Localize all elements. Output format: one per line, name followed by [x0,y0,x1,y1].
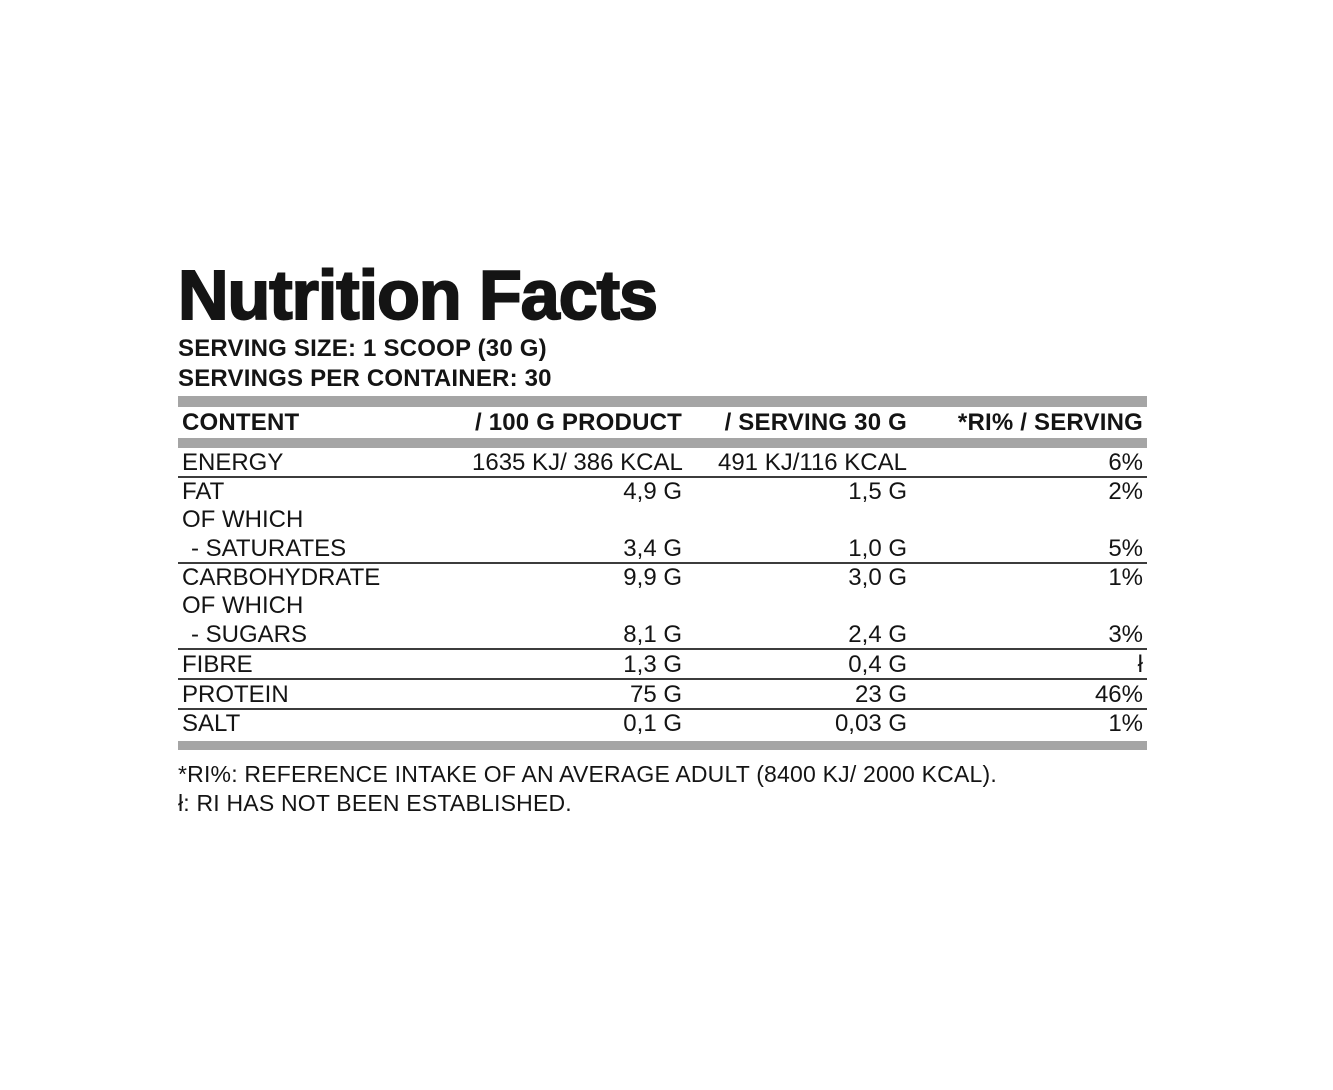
row-nutrient-name: CARBOHYDRATE [182,564,381,591]
row-per-100g-value: 1635 KJ/ 386 KCAL [472,448,683,476]
row-per-100g-value: 75 G [629,680,682,708]
row-nutrient-name: OF WHICH [182,506,304,533]
row-nutrient-name: FIBRE [182,650,253,678]
row-per-100g-value: 0,1 G [623,710,682,737]
row-per-serving-value: 0,03 G [834,710,907,737]
table-body: ENERGY 1635 KJ/ 386 KCAL 491 KJ/116 KCAL… [178,448,1147,738]
servings-per-container-line: SERVINGS PER CONTAINER: 30 [178,365,552,392]
table-header-row: CONTENT / 100 G PRODUCT / SERVING 30 G *… [178,407,1147,438]
row-ri-serving-value: 3% [1108,620,1143,648]
row-per-serving-value: 3,0 G [848,564,907,591]
serving-size-line: SERVING SIZE: 1 SCOOP (30 G) [178,335,547,362]
footnote-ri-not-established: ł: RI HAS NOT BEEN ESTABLISHED. [178,790,572,816]
row-per-serving-value: 2,4 G [848,620,907,648]
table-row: ENERGY 1635 KJ/ 386 KCAL 491 KJ/116 KCAL… [178,448,1147,478]
row-ri-serving-value: 1% [1108,564,1143,591]
row-per-serving-value: 1,0 G [848,534,907,562]
page-title: Nutrition Facts [177,256,659,334]
row-nutrient-name: PROTEIN [182,680,289,708]
table-row: - SUGARS 8,1 G 2,4 G 3% [178,620,1147,650]
table-row: PROTEIN 75 G 23 G 46% [178,680,1147,710]
footnote-ri-definition: *RI%: REFERENCE INTAKE OF AN AVERAGE ADU… [178,761,997,787]
row-nutrient-name: - SUGARS [191,620,308,648]
row-ri-serving-value: 2% [1108,478,1143,505]
column-header-ri-serving: *RI% / SERVING [957,409,1143,436]
divider-bar-header-bottom [178,438,1147,448]
table-row: OF WHICH [178,506,1147,534]
column-header-per-100g: / 100 G PRODUCT [474,409,682,436]
table-row: CARBOHYDRATE 9,9 G 3,0 G 1% [178,564,1147,592]
row-per-100g-value: 3,4 G [623,534,682,562]
row-per-100g-value: 4,9 G [623,478,682,505]
table-row: - SATURATES 3,4 G 1,0 G 5% [178,534,1147,564]
row-nutrient-name: - SATURATES [191,534,347,562]
row-per-serving-value: 0,4 G [848,650,907,678]
nutrition-label: Nutrition Facts SERVING SIZE: 1 SCOOP (3… [177,256,1147,818]
row-per-100g-value: 1,3 G [623,650,682,678]
table-row: OF WHICH [178,592,1147,620]
column-header-content: CONTENT [182,409,300,436]
table-row: FIBRE 1,3 G 0,4 G ł [178,650,1147,680]
column-header-per-serving: / SERVING 30 G [724,409,907,436]
row-nutrient-name: SALT [182,710,241,737]
table-row: SALT 0,1 G 0,03 G 1% [178,710,1147,738]
row-ri-serving-value: 5% [1108,534,1143,562]
row-ri-serving-value: ł [1137,650,1143,678]
row-per-100g-value: 9,9 G [623,564,682,591]
row-per-serving-value: 1,5 G [848,478,907,505]
row-ri-serving-value: 1% [1108,710,1143,737]
row-ri-serving-value: 6% [1108,448,1143,476]
divider-bar-top [178,396,1147,407]
row-per-serving-value: 23 G [854,680,907,708]
row-ri-serving-value: 46% [1094,680,1143,708]
row-nutrient-name: OF WHICH [182,592,304,619]
divider-bar-bottom [178,741,1147,750]
row-per-serving-value: 491 KJ/116 KCAL [717,448,907,476]
row-per-100g-value: 8,1 G [623,620,682,648]
row-nutrient-name: ENERGY [182,448,284,476]
table-row: FAT 4,9 G 1,5 G 2% [178,478,1147,506]
row-nutrient-name: FAT [182,478,225,505]
